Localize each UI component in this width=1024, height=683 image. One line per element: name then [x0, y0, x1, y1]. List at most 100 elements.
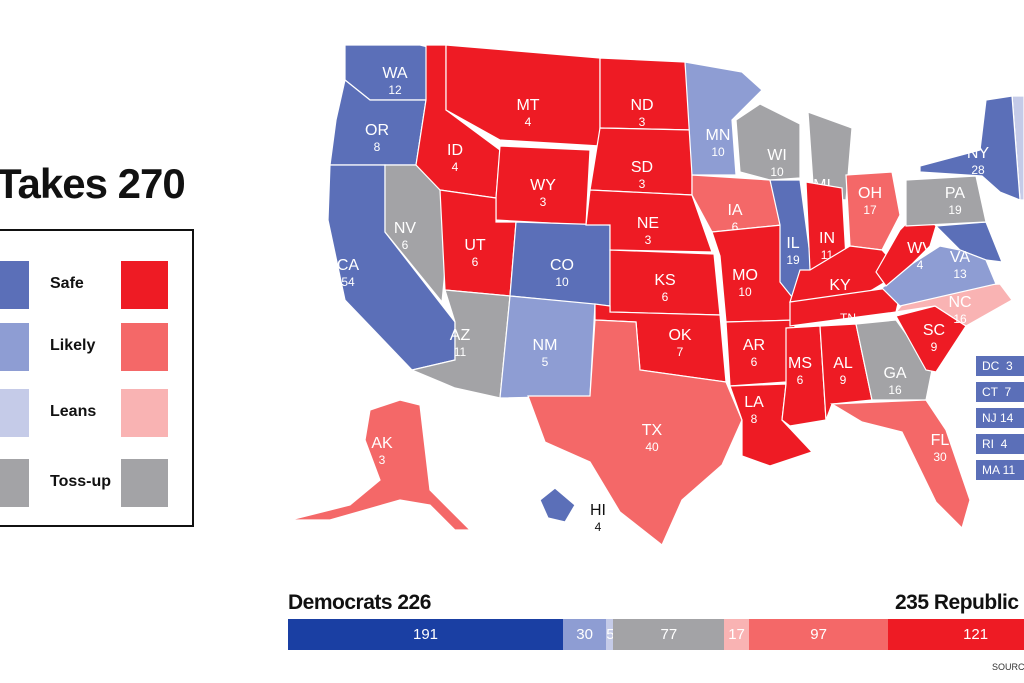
state-electoral-votes: 7	[677, 345, 684, 359]
state-shape[interactable]	[527, 319, 743, 546]
state-electoral-votes: 4	[452, 160, 459, 174]
state-abbr: NM	[533, 337, 558, 354]
state-shape[interactable]	[735, 103, 801, 181]
state-nd[interactable]: ND3	[599, 57, 693, 131]
legend-swatch-dem	[0, 261, 29, 309]
state-shape[interactable]	[829, 399, 971, 530]
state-electoral-votes: 6	[732, 220, 739, 234]
state-abbr: AK	[371, 435, 393, 452]
state-abbr: KS	[654, 272, 675, 289]
state-shape[interactable]	[539, 487, 576, 523]
state-ks[interactable]: KS6	[609, 249, 721, 316]
state-ms[interactable]: MS6	[781, 325, 827, 427]
state-electoral-votes: 6	[751, 355, 758, 369]
state-abbr: GA	[883, 365, 906, 382]
legend-row-toss-up: Toss-up	[0, 459, 196, 507]
state-wy[interactable]: WY3	[495, 145, 591, 226]
state-abbr: WV	[907, 240, 933, 257]
state-electoral-votes: 16	[953, 312, 967, 326]
state-electoral-votes: 11	[454, 345, 467, 359]
state-electoral-votes: 3	[639, 115, 646, 129]
small-state-box[interactable]: RI 4	[976, 434, 1024, 454]
small-state-box[interactable]: NJ 14	[976, 408, 1024, 428]
state-electoral-votes: 10	[738, 285, 752, 299]
state-abbr: HI	[590, 502, 606, 519]
state-abbr: OK	[668, 327, 691, 344]
small-state-box[interactable]: CT 7	[976, 382, 1024, 402]
bar-segment: 191	[288, 619, 564, 650]
legend-row-safe: Safe	[0, 261, 196, 309]
state-al[interactable]: AL9	[819, 323, 873, 421]
state-abbr: CA	[337, 257, 360, 274]
state-abbr: TN	[840, 311, 856, 325]
state-ar[interactable]: AR6	[725, 319, 797, 387]
state-wv[interactable]: WV4	[875, 209, 937, 287]
state-shape[interactable]	[819, 323, 873, 421]
state-electoral-votes: 19	[786, 253, 800, 267]
state-nm[interactable]: NM5	[499, 295, 596, 399]
state-shape[interactable]	[289, 399, 472, 531]
bar-segment: 121	[888, 619, 1024, 650]
bar-segment: 17	[724, 619, 749, 650]
state-shape[interactable]	[919, 95, 1021, 201]
state-shape[interactable]	[905, 175, 987, 227]
state-abbr: KY	[829, 277, 851, 294]
state-shape[interactable]	[895, 305, 967, 373]
state-abbr: UT	[464, 237, 486, 254]
state-abbr: ND	[630, 97, 653, 114]
state-electoral-votes: 17	[863, 203, 877, 217]
state-electoral-votes: 30	[933, 450, 947, 464]
state-hi[interactable]: HI4	[539, 487, 606, 534]
state-electoral-votes: 16	[888, 383, 902, 397]
electoral-vote-bar: 191 30 5 77 17 97 121	[288, 619, 1024, 650]
state-ak[interactable]: AK3	[289, 399, 472, 531]
state-shape[interactable]	[855, 319, 933, 401]
state-abbr: NY	[967, 145, 990, 162]
state-shape[interactable]	[445, 44, 601, 147]
state-shape[interactable]	[875, 209, 937, 287]
state-abbr: NV	[394, 220, 417, 237]
state-electoral-votes: 3	[379, 453, 386, 467]
state-sc[interactable]: SC9	[895, 305, 967, 373]
state-shape[interactable]	[599, 57, 693, 131]
state-ia[interactable]: IA6	[691, 174, 783, 234]
small-state-box[interactable]: MA 11	[976, 460, 1024, 480]
state-abbr: IN	[819, 230, 835, 247]
state-shape[interactable]	[845, 171, 901, 251]
state-shape[interactable]	[781, 325, 827, 427]
state-electoral-votes: 19	[948, 203, 962, 217]
state-shape[interactable]	[807, 111, 853, 201]
state-electoral-votes: 3	[639, 177, 646, 191]
state-nv[interactable]: NV6	[384, 164, 456, 304]
state-abbr: ID	[447, 142, 463, 159]
state-mt[interactable]: MT4	[445, 44, 601, 147]
small-state-box[interactable]: DC 3	[976, 356, 1024, 376]
state-electoral-votes: 5	[542, 355, 549, 369]
state-abbr: CO	[550, 257, 574, 274]
state-electoral-votes: 10	[711, 145, 725, 159]
state-shape[interactable]	[881, 245, 997, 307]
state-abbr: OH	[858, 185, 882, 202]
state-abbr: IL	[786, 235, 799, 252]
legend-swatch-rep	[121, 389, 168, 437]
state-electoral-votes: 9	[931, 340, 938, 354]
state-sd[interactable]: SD3	[589, 127, 693, 196]
bar-segment: 5	[606, 619, 614, 650]
state-electoral-votes: 10	[555, 275, 569, 289]
state-electoral-votes: 6	[472, 255, 479, 269]
